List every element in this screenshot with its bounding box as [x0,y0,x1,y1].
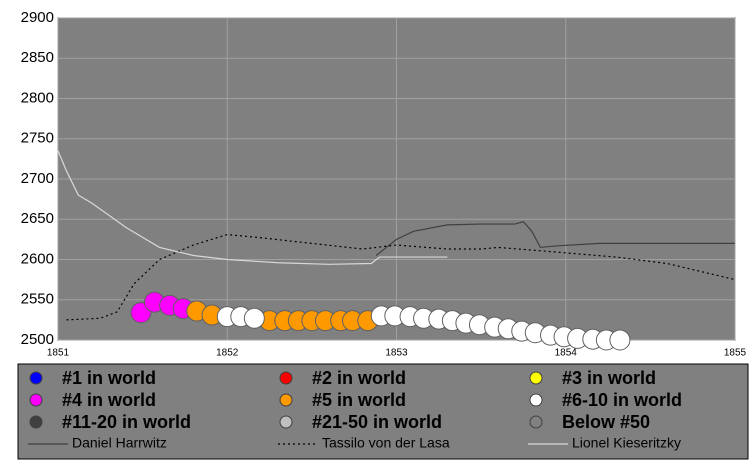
y-tick-label: 2900 [21,9,54,26]
x-tick-label: 1854 [555,348,578,359]
y-tick-label: 2650 [21,210,54,227]
legend-label: #6-10 in world [562,390,682,410]
legend-label: #21-50 in world [312,412,442,432]
legend-box [17,363,749,460]
rating-line [66,233,736,321]
rating-line [375,220,735,256]
legend-label: #3 in world [562,368,656,388]
legend-label: #2 in world [312,368,406,388]
x-tick-label: 1852 [216,348,239,359]
legend-marker [279,415,293,429]
y-tick-label: 2600 [21,250,54,267]
rating-line [57,150,448,265]
legend-label: Tassilo von der Lasa [322,435,450,451]
y-tick-label: 2500 [21,331,54,348]
legend-marker [529,393,543,407]
x-tick-label: 1855 [724,348,747,359]
legend-marker [279,393,293,407]
legend-label: Below #50 [562,412,650,432]
y-tick-label: 2850 [21,49,54,66]
x-tick-label: 1851 [47,348,70,359]
legend-marker [279,371,293,385]
rank-point [243,307,265,329]
x-tick-label: 1853 [385,348,408,359]
legend-label: #4 in world [62,390,156,410]
legend-marker [529,415,543,429]
legend-marker [529,371,543,385]
legend-label: Lionel Kieseritzky [572,435,681,451]
rank-point [609,329,631,351]
y-tick-label: 2550 [21,291,54,308]
legend-label: #11-20 in world [62,412,191,432]
legend-label: #1 in world [62,368,156,388]
legend-label: #5 in world [312,390,406,410]
y-tick-label: 2800 [21,89,54,106]
legend-marker [29,393,43,407]
y-tick-label: 2750 [21,130,54,147]
y-tick-label: 2700 [21,170,54,187]
legend-marker [29,371,43,385]
legend-label: Daniel Harrwitz [72,435,167,451]
legend-marker [29,415,43,429]
